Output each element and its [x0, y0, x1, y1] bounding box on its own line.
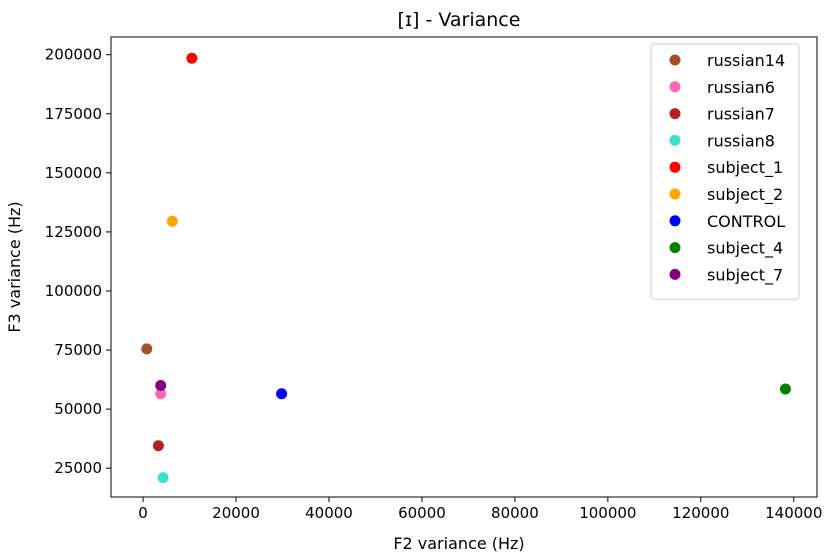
- legend-marker: [669, 81, 681, 93]
- x-tick-label: 60000: [398, 504, 446, 522]
- legend-label: subject_4: [707, 239, 783, 259]
- y-tick-label: 150000: [45, 164, 102, 182]
- x-tick-label: 20000: [212, 504, 260, 522]
- legend: russian14 russian6 russian7 russian8 subject…: [650, 43, 800, 300]
- chart-title: [ɪ] - Variance: [398, 9, 521, 31]
- x-tick-label: 100000: [579, 504, 636, 522]
- legend-label: russian6: [707, 78, 775, 97]
- legend-marker: [669, 108, 681, 120]
- legend-label: CONTROL: [707, 212, 785, 231]
- legend-label: subject_7: [707, 265, 783, 285]
- legend-marker: [669, 134, 681, 146]
- x-tick-label: 40000: [305, 504, 353, 522]
- point-subject_4: [779, 383, 791, 395]
- legend-label: russian8: [707, 131, 775, 150]
- legend-label: subject_2: [707, 185, 783, 205]
- y-tick-label: 75000: [54, 341, 102, 359]
- legend-label: russian7: [707, 105, 775, 124]
- legend-marker: [669, 215, 681, 227]
- x-axis-label: F2 variance (Hz): [393, 534, 524, 553]
- point-russian8: [157, 472, 169, 484]
- point-russian7: [152, 440, 164, 452]
- point-russian14: [141, 343, 153, 355]
- plot-frame: [110, 36, 818, 498]
- legend-marker: [669, 54, 681, 66]
- x-tick-label: 80000: [491, 504, 539, 522]
- legend-box: [650, 43, 800, 300]
- legend-marker: [669, 268, 681, 280]
- x-axis: 0 20000 40000 60000 80000 100000 120000 140000: [138, 497, 822, 522]
- y-tick-label: 200000: [45, 46, 102, 64]
- legend-marker: [669, 242, 681, 254]
- y-axis: 25000 50000 75000 100000 125000 150000 175000 2…: [45, 46, 111, 477]
- legend-label: subject_1: [707, 158, 783, 178]
- y-tick-label: 25000: [54, 459, 102, 477]
- point-CONTROL: [276, 388, 288, 400]
- legend-marker: [669, 188, 681, 200]
- legend-marker: [669, 161, 681, 173]
- y-tick-label: 100000: [45, 282, 102, 300]
- x-tick-label: 140000: [765, 504, 822, 522]
- y-tick-label: 50000: [54, 400, 102, 418]
- y-tick-label: 175000: [45, 105, 102, 123]
- data-points: [141, 52, 791, 484]
- point-subject_7: [155, 379, 167, 391]
- legend-label: russian14: [707, 51, 785, 70]
- x-tick-label: 120000: [672, 504, 729, 522]
- point-subject_2: [166, 215, 178, 227]
- point-subject_1: [186, 52, 198, 64]
- y-axis-label: F3 variance (Hz): [5, 201, 24, 332]
- x-tick-label: 0: [138, 504, 148, 522]
- point-russian6: [155, 388, 167, 400]
- y-tick-label: 125000: [45, 223, 102, 241]
